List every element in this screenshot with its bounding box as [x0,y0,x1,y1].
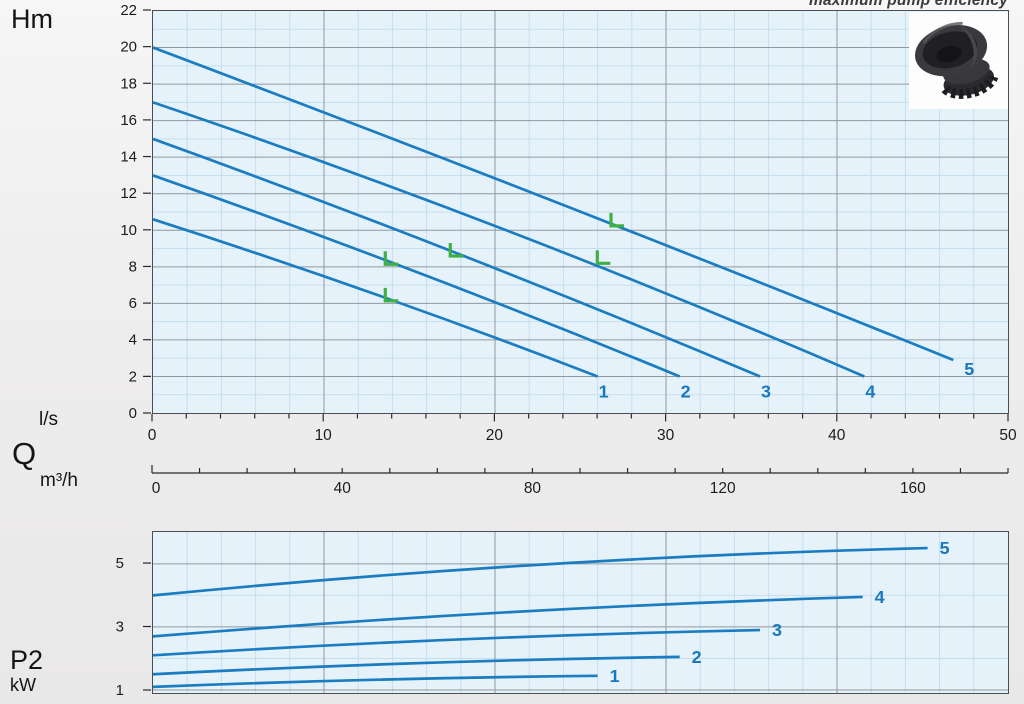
efficiency-marker-4 [595,250,611,265]
flow-ls-tick-label: 0 [148,427,157,444]
flow-symbol-label: Q [12,436,37,471]
efficiency-marker-2 [383,251,399,266]
power-unit-label: kW [10,675,36,695]
power-curve-3 [153,628,761,657]
head-y-tick-label: 22 [120,2,137,19]
efficiency-marker-1 [383,287,399,303]
pump-curve-2 [153,174,681,378]
power-y-tick-label: 3 [116,619,124,636]
flow-ls-tick-label: 20 [486,427,504,444]
head-y-tick-label: 20 [120,39,137,56]
impeller-white-panel [909,12,1008,109]
efficiency-marker-5 [609,212,624,228]
power-y-tick-label: 1 [116,682,124,699]
flow-m3h-tick-label: 80 [524,480,542,497]
pump-curve-3 [153,137,761,378]
head-y-tick-label: 4 [129,332,137,349]
impeller-image [915,21,999,99]
power-curve-label-2: 2 [692,647,702,667]
power-curve-5 [153,546,928,597]
power-flow-chart: 1 2 3 4 5 [152,531,1009,694]
head-y-tick-label: 6 [129,295,137,312]
curve-label-1: 1 [599,381,609,401]
head-y-tick-label: 14 [120,149,137,166]
power-curve-label-4: 4 [875,587,885,607]
flow-m3h-tick-label: 0 [152,480,161,497]
head-y-tick-label: 2 [129,368,137,385]
flow-m3h-tick-label: 40 [334,480,352,497]
flow-ls-tick-label: 10 [315,427,333,444]
power-flow-plot-area: 1 2 3 4 5 [153,532,1008,693]
head-y-tick-label: 18 [120,75,137,92]
power-curve-4 [153,595,863,638]
flow-ls-tick-label: 50 [999,427,1017,444]
head-flow-plot-area: 1 2 3 4 5 [153,11,1008,413]
flow-unit-ls-label: l/s [39,409,58,430]
pump-curve-4 [153,101,865,378]
power-curve-2 [153,655,680,676]
efficiency-marker-3 [448,243,464,258]
curve-label-4: 4 [865,381,875,401]
head-y-tick-label: 10 [120,222,137,239]
power-curve-label-5: 5 [940,538,950,558]
flow-ls-tick-label: 40 [828,427,846,444]
head-y-tick-label: 0 [129,405,137,422]
power-curve-1 [153,674,598,689]
head-y-tick-label: 16 [120,112,137,129]
flow-m3h-tick-label: 160 [900,480,926,497]
flow-unit-m3h-label: m³/h [40,470,78,491]
power-curve-label-1: 1 [610,666,620,686]
pump-curve-1 [153,218,599,378]
head-y-tick-label: 8 [129,258,137,275]
flow-m3h-tick-label: 120 [710,480,736,497]
head-axis-unit-label: Hm [11,4,53,34]
curve-label-5: 5 [964,359,974,379]
power-curve-label-3: 3 [772,620,782,640]
flow-ls-tick-label: 30 [657,427,675,444]
power-y-tick-label: 5 [116,555,124,572]
curve-label-2: 2 [681,381,691,401]
head-y-tick-label: 12 [120,185,137,202]
curve-label-3: 3 [761,381,771,401]
pump-curve-5 [153,46,954,362]
max-efficiency-caption: maximum pump efficiency [809,0,1008,9]
head-flow-chart: 1 2 3 4 5 [152,10,1009,414]
power-symbol-label: P2 [10,645,44,675]
